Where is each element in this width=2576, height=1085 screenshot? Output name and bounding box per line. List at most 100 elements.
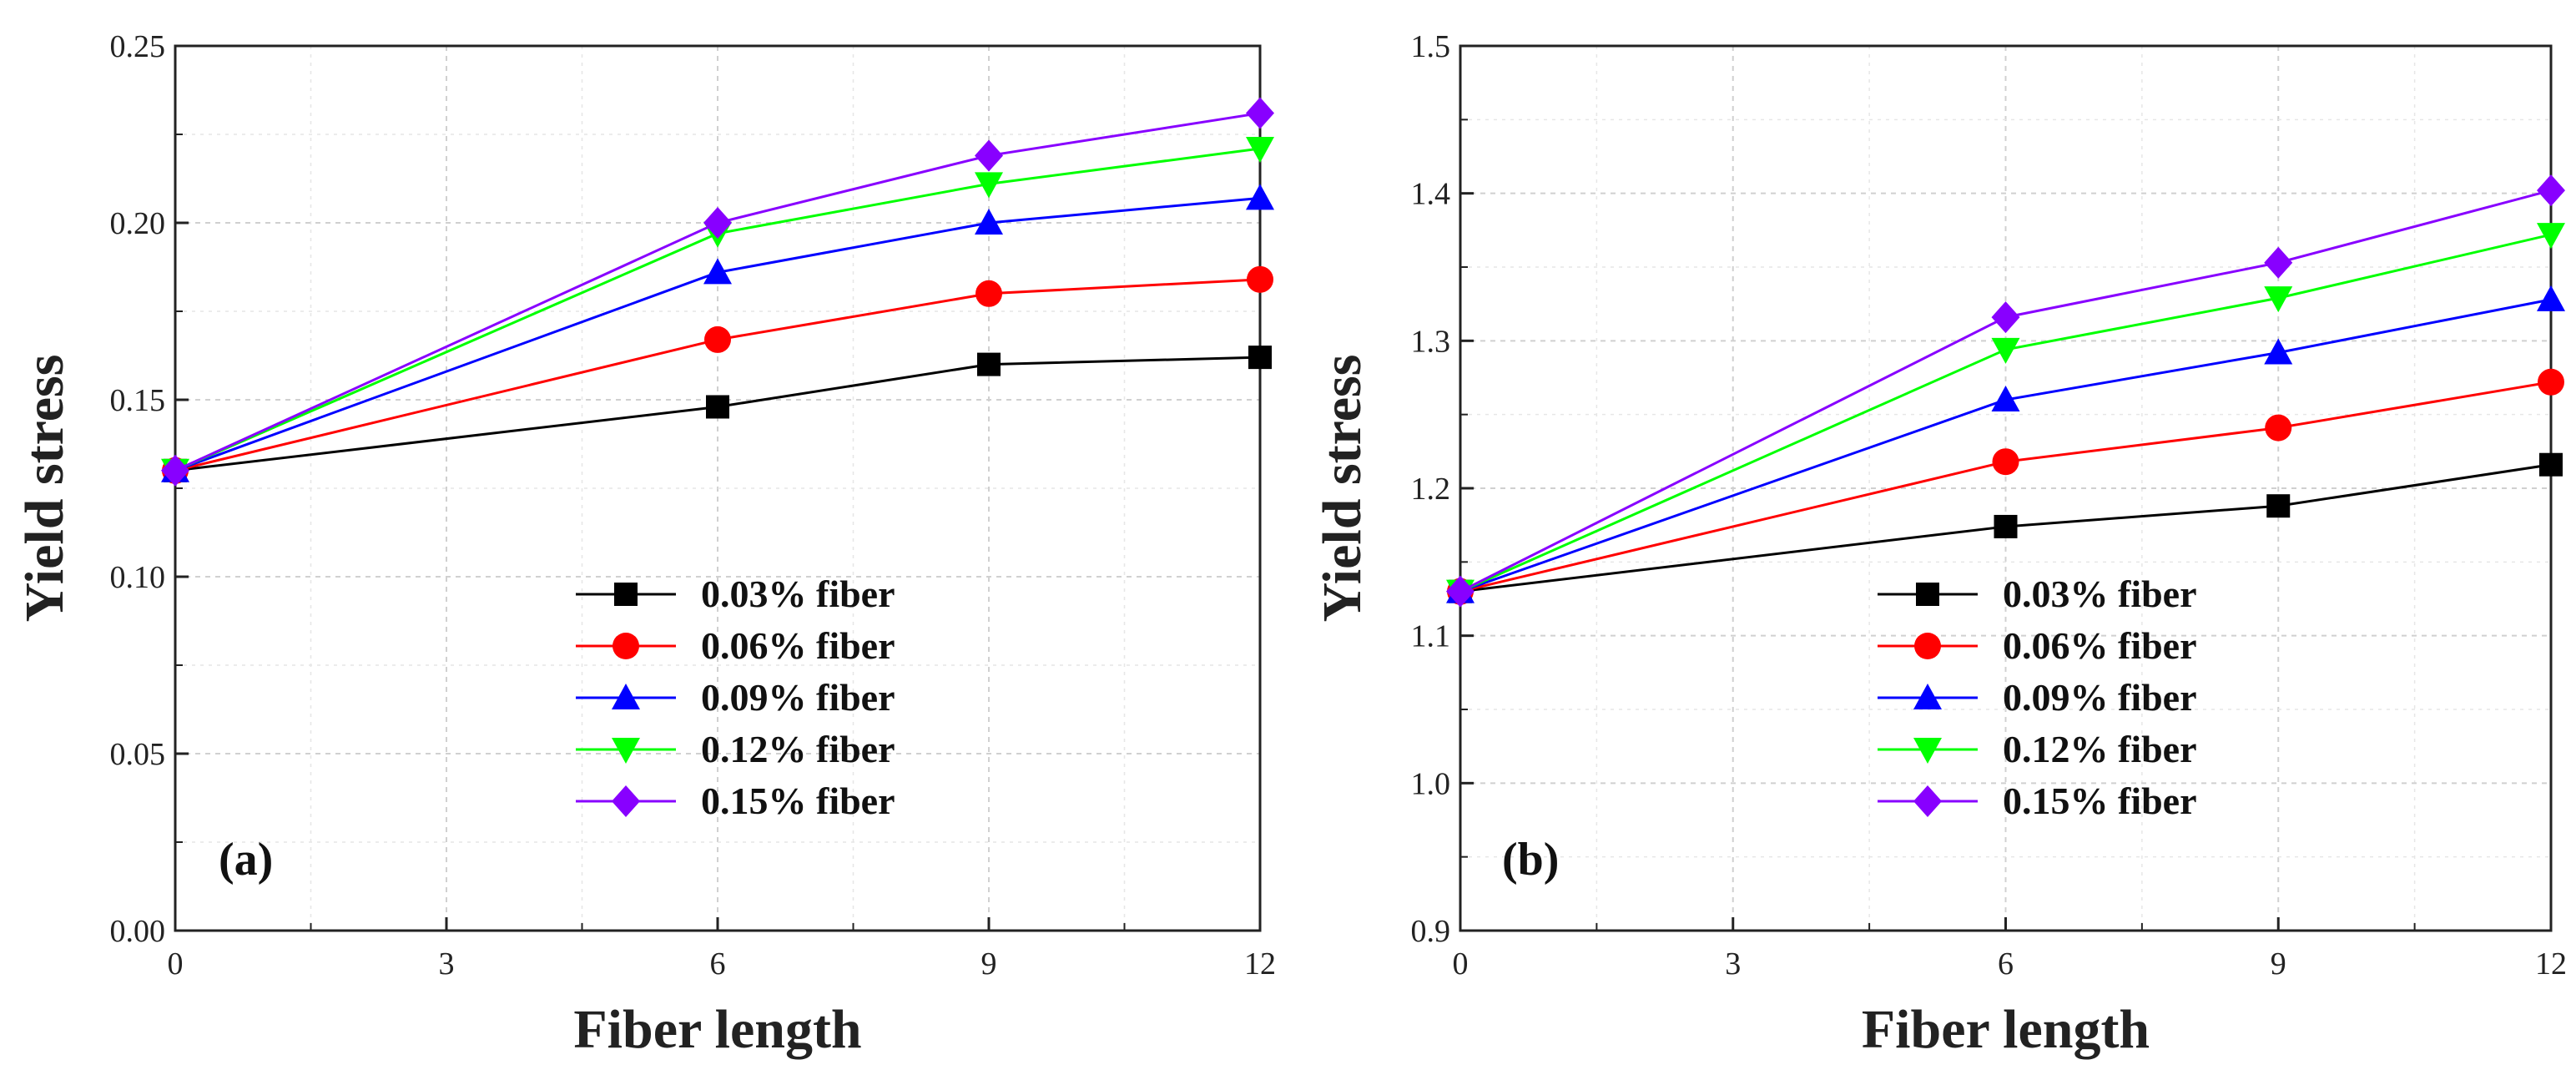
data-point [1246, 97, 1274, 129]
panel-label: (b) [1502, 834, 1559, 886]
y-axis-title: Yield stress [14, 355, 75, 623]
legend-entry: 0.12% fiber [576, 728, 895, 770]
legend-marker [612, 738, 640, 764]
series-line [174, 356, 1261, 472]
legend-label: 0.09% fiber [2003, 676, 2197, 719]
y-tick-label: 0.00 [110, 914, 166, 949]
series-5 [161, 97, 1274, 487]
data-point [2537, 285, 2565, 311]
y-tick-label: 1.4 [1411, 177, 1451, 212]
x-tick-label: 9 [981, 946, 997, 982]
data-point [2264, 286, 2293, 313]
y-tick-label: 0.20 [110, 206, 166, 241]
legend-entry: 0.06% fiber [576, 624, 895, 667]
legend-label: 0.03% fiber [2003, 573, 2197, 615]
legend-label: 0.03% fiber [701, 573, 895, 615]
data-point [1248, 346, 1272, 370]
legend-label: 0.12% fiber [701, 728, 895, 770]
legend-marker [1913, 684, 1942, 709]
y-tick-label: 0.10 [110, 560, 166, 595]
series-5 [1446, 174, 2565, 608]
chart-panel-a: 0 3 6 9 12 0.00 0.05 0.10 0.15 0.20 0.25 Fiber leng… [14, 29, 1276, 1060]
legend-label: 0.15% fiber [701, 780, 895, 822]
data-point [1991, 337, 2020, 364]
data-point [1446, 575, 1475, 608]
legend-label: 0.06% fiber [2003, 624, 2197, 667]
x-tick-label: 3 [1725, 946, 1741, 982]
data-point [2539, 452, 2563, 477]
data-point [975, 280, 1002, 307]
legend-label: 0.12% fiber [2003, 728, 2197, 770]
data-point [2538, 368, 2564, 396]
x-tick-label: 0 [1453, 946, 1469, 982]
data-point [161, 454, 189, 487]
data-point [2264, 246, 2293, 279]
series-line [1459, 189, 2552, 593]
legend-entry: 0.15% fiber [1878, 780, 2197, 822]
legend-label: 0.15% fiber [2003, 780, 2197, 822]
data-point [2265, 414, 2292, 442]
series-line [1459, 463, 2552, 593]
data-point [1994, 514, 2018, 538]
data-point [703, 207, 732, 239]
legend: 0.03% fiber 0.06% fiber 0.09% fiber 0.12% f… [1878, 573, 2197, 822]
data-point [977, 352, 1001, 376]
data-point [975, 209, 1003, 235]
data-point [2537, 223, 2565, 250]
x-axis-title: Fiber length [573, 999, 861, 1060]
series-line [174, 278, 1261, 472]
x-axis-title: Fiber length [1862, 999, 2150, 1060]
series-line [174, 196, 1261, 472]
y-axis-title: Yield stress [1312, 355, 1373, 623]
y-tick-label: 0.25 [110, 29, 166, 64]
legend: 0.03% fiber 0.06% fiber 0.09% fiber 0.12% f… [576, 573, 895, 822]
data-point [1991, 386, 2020, 411]
x-tick-label: 12 [2535, 946, 2567, 982]
y-tick-label: 0.15 [110, 383, 166, 418]
data-point [1991, 301, 2020, 334]
panel-label: (a) [219, 834, 273, 886]
y-tick-label: 1.3 [1411, 324, 1451, 359]
data-point [1247, 265, 1273, 293]
y-tick-label: 1.0 [1411, 766, 1451, 801]
data-point [2537, 174, 2565, 207]
series-1 [1449, 452, 2563, 603]
legend-marker [1913, 785, 1942, 817]
x-tick-label: 12 [1244, 946, 1276, 982]
legend-marker [612, 633, 639, 659]
legend-entry: 0.03% fiber [576, 573, 895, 615]
series-line [174, 112, 1261, 472]
y-tick-label: 1.1 [1411, 619, 1451, 654]
legend-marker [1914, 633, 1941, 659]
data-point [703, 258, 732, 285]
y-tick-label: 1.5 [1411, 29, 1451, 64]
legend-label: 0.06% fiber [701, 624, 895, 667]
x-tick-label: 0 [168, 946, 184, 982]
legend-label: 0.09% fiber [701, 676, 895, 719]
legend-marker [612, 684, 640, 709]
data-point [1246, 136, 1274, 163]
data-point [975, 172, 1003, 199]
y-tick-label: 0.05 [110, 737, 166, 772]
legend-entry: 0.06% fiber [1878, 624, 2197, 667]
series-line [174, 147, 1261, 472]
chart-panel-b: 0 3 6 9 12 0.9 1.0 1.1 1.2 1.3 1.4 1.5 Fiber length Y… [1312, 29, 2567, 1060]
legend-marker [1916, 583, 1939, 606]
data-point [1992, 448, 2019, 476]
data-point [704, 326, 731, 353]
y-tick-label: 1.2 [1411, 472, 1451, 507]
data-point [1246, 184, 1274, 210]
data-point [975, 139, 1003, 172]
series-line [1459, 381, 2552, 593]
data-point [2266, 494, 2291, 518]
gridlines [1459, 45, 2552, 931]
legend-entry: 0.12% fiber [1878, 728, 2197, 770]
legend-entry: 0.09% fiber [1878, 676, 2197, 719]
x-tick-label: 3 [439, 946, 455, 982]
legend-entry: 0.03% fiber [1878, 573, 2197, 615]
data-point [706, 395, 729, 419]
series-line [1459, 233, 2552, 593]
x-tick-label: 9 [2271, 946, 2286, 982]
y-tick-label: 0.9 [1411, 914, 1451, 949]
